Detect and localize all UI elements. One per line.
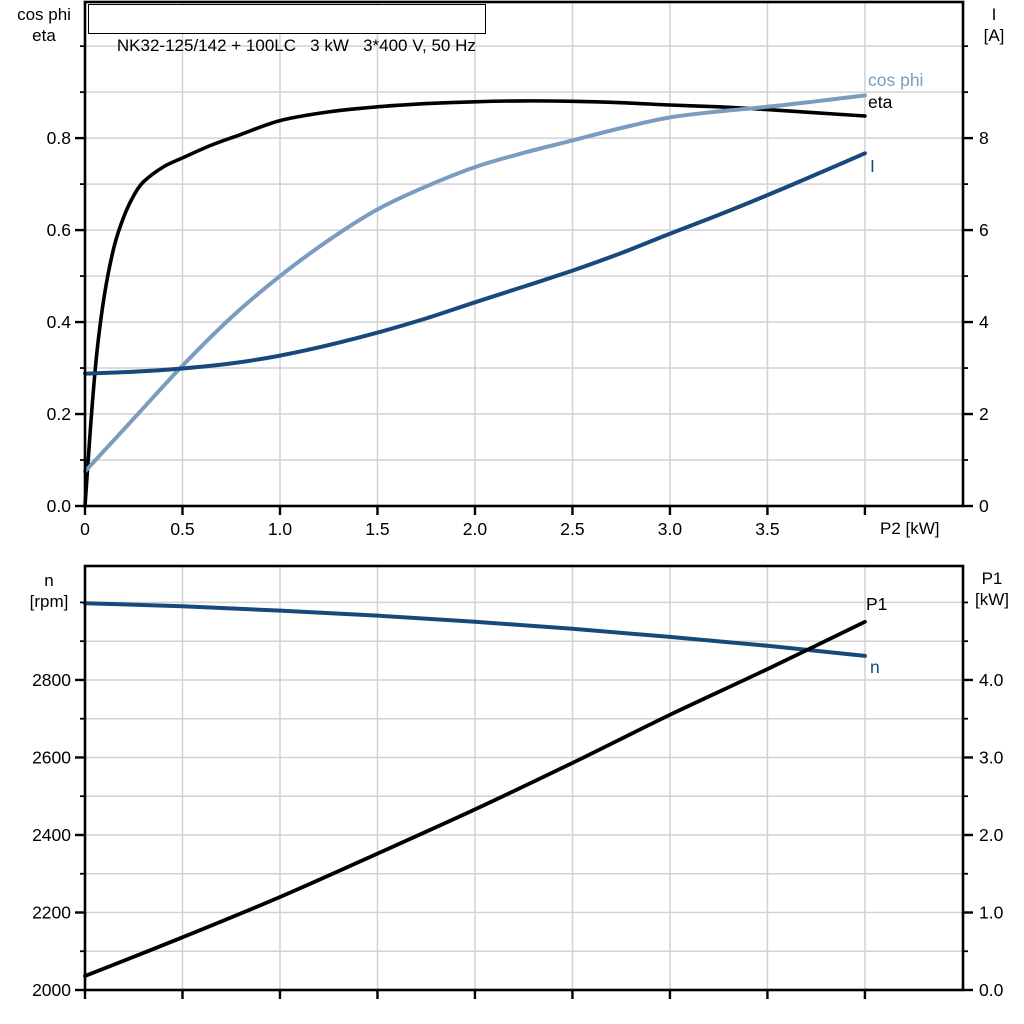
p1-axis-title-line2: [kW] xyxy=(975,590,1009,609)
left-tick-label: 2400 xyxy=(32,825,71,845)
left-tick-label: 0.4 xyxy=(47,312,72,332)
x-tick-label: 2.5 xyxy=(560,519,584,539)
x-tick-label: 3.5 xyxy=(755,519,779,539)
cos-phi-curve-label: cos phi xyxy=(868,70,923,90)
speed-curve xyxy=(83,601,867,658)
left-tick-label: 2600 xyxy=(32,747,71,767)
right-tick-label: 2 xyxy=(979,404,989,424)
top-chart-svg: 0.0 0.2 0.4 0.6 0.8 0 2 4 6 8 0 0.5 1.0 1.5 2.0 2.5 3.0 3… xyxy=(47,0,989,539)
left-axis-title-line1: cos phi xyxy=(17,5,71,24)
top-right-axis-title: I [A] xyxy=(970,4,1018,46)
right-tick-label: 0 xyxy=(979,496,989,516)
left-tick-label: 0.8 xyxy=(47,128,71,148)
plot-frame xyxy=(83,0,965,508)
right-tick-label: 4 xyxy=(979,312,989,332)
chart-title-box: NK32-125/142 + 100LC 3 kW 3*400 V, 50 Hz xyxy=(88,4,486,55)
current-curve-label: I xyxy=(870,156,875,176)
left-axis-title-line2: eta xyxy=(32,26,56,45)
chart-title: NK32-125/142 + 100LC 3 kW 3*400 V, 50 Hz xyxy=(116,36,476,55)
right-tick-label: 4.0 xyxy=(979,670,1004,690)
cos-phi-curve xyxy=(83,93,867,474)
right-tick-label: 2.0 xyxy=(979,825,1004,845)
x-tick-label: 0 xyxy=(80,519,90,539)
bottom-right-axis-title: P1 [kW] xyxy=(964,568,1020,610)
right-tick-label: 8 xyxy=(979,128,989,148)
right-axis-title-line2: [A] xyxy=(983,26,1005,45)
x-tick-label: 1.5 xyxy=(365,519,389,539)
p1-curve xyxy=(83,619,867,978)
left-tick-label: 2200 xyxy=(32,902,71,922)
right-tick-label: 3.0 xyxy=(979,747,1004,767)
bottom-left-axis-title: n [rpm] xyxy=(20,570,78,612)
eta-curve xyxy=(83,99,867,508)
p1-curve-label: P1 xyxy=(866,594,887,614)
left-tick-label: 2800 xyxy=(32,670,71,690)
speed-axis-title-line2: [rpm] xyxy=(29,592,69,611)
x-axis-title: P2 [kW] xyxy=(880,519,940,538)
speed-curve-label: n xyxy=(870,657,880,677)
x-tick-label: 1.0 xyxy=(268,519,293,539)
speed-axis-title-line1: n xyxy=(44,571,54,590)
top-left-axis-title: cos phi eta xyxy=(8,4,80,46)
plot-frame xyxy=(83,564,965,992)
x-tick-label: 2.0 xyxy=(463,519,488,539)
right-tick-label: 0.0 xyxy=(979,980,1004,1000)
x-tick-label: 0.5 xyxy=(170,519,194,539)
right-tick-label: 1.0 xyxy=(979,902,1004,922)
x-tick-label: 3.0 xyxy=(658,519,683,539)
right-tick-label: 6 xyxy=(979,220,989,240)
right-axis-title-line1: I xyxy=(991,5,997,24)
left-tick-label: 0.6 xyxy=(47,220,71,240)
left-tick-label: 2000 xyxy=(32,980,71,1000)
left-tick-label: 0.0 xyxy=(47,496,72,516)
eta-curve-label: eta xyxy=(868,92,893,112)
current-curve xyxy=(83,151,867,376)
p1-axis-title-line1: P1 xyxy=(981,569,1003,588)
left-tick-label: 0.2 xyxy=(47,404,71,424)
